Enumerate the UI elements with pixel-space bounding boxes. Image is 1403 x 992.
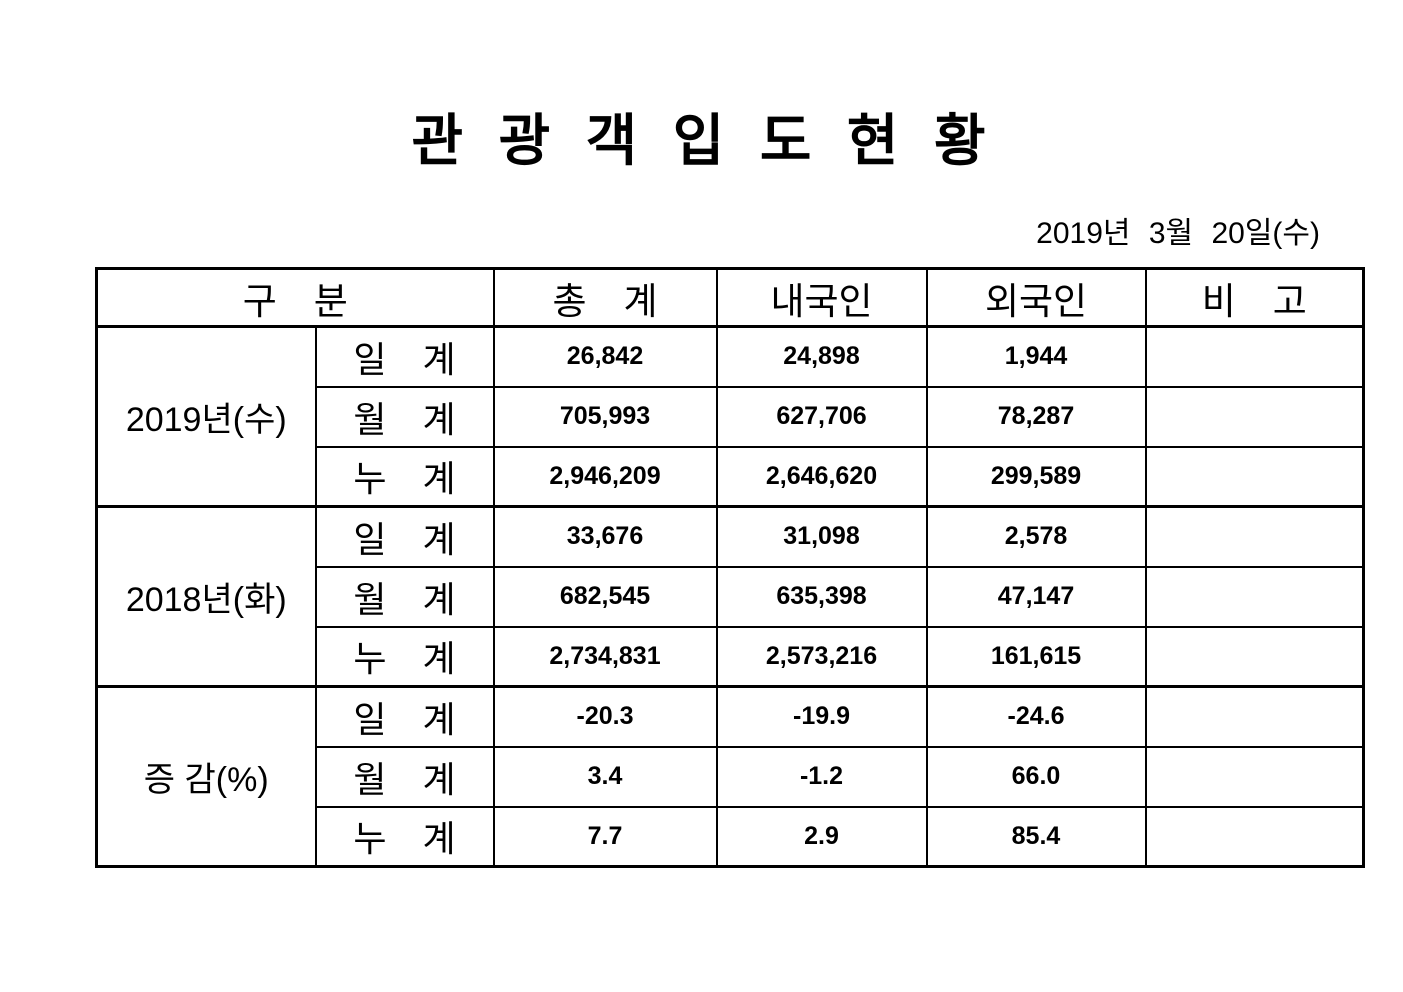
value-domestic: 31,098 <box>715 505 928 568</box>
value-note <box>1144 625 1365 688</box>
value-domestic: -1.2 <box>715 745 928 808</box>
value-note <box>1144 745 1365 808</box>
value-domestic: 627,706 <box>715 385 928 448</box>
value-total: 705,993 <box>492 385 718 448</box>
value-total: 2,946,209 <box>492 445 718 508</box>
table-header-row: 구 분 총 계 내국인 외국인 비 고 <box>95 267 1365 328</box>
value-foreign: 66.0 <box>925 745 1147 808</box>
period-label: 월 계 <box>314 385 495 448</box>
value-domestic: 2,573,216 <box>715 625 928 688</box>
value-note <box>1144 685 1365 748</box>
value-domestic: 24,898 <box>715 325 928 388</box>
header-total: 총 계 <box>492 267 718 328</box>
period-label: 누 계 <box>314 805 495 868</box>
report-date: 2019년 3월 20일(수) <box>1036 217 1320 250</box>
period-label: 누 계 <box>314 625 495 688</box>
value-note <box>1144 445 1365 508</box>
value-domestic: -19.9 <box>715 685 928 748</box>
value-total: 682,545 <box>492 565 718 628</box>
header-note: 비 고 <box>1144 267 1365 328</box>
header-domestic: 내국인 <box>715 267 928 328</box>
value-note <box>1144 805 1365 868</box>
table-row: 월 계 3.4 -1.2 66.0 <box>97 745 1365 808</box>
header-gubun: 구 분 <box>95 267 495 328</box>
period-label: 누 계 <box>314 445 495 508</box>
period-label: 일 계 <box>314 685 495 748</box>
table-row: 누 계 2,734,831 2,573,216 161,615 <box>97 625 1365 688</box>
value-note <box>1144 505 1365 568</box>
table-row: 2019년(수) 일 계 26,842 24,898 1,944 <box>95 325 1365 508</box>
page-title: 관 광 객 입 도 현 황 <box>411 109 992 172</box>
value-total: 33,676 <box>492 505 718 568</box>
value-foreign: 1,944 <box>925 325 1147 388</box>
value-note <box>1144 385 1365 448</box>
table-row: 월 계 705,993 627,706 78,287 <box>97 385 1365 448</box>
table-row: 증 감(%) 일 계 -20.3 -19.9 -24.6 <box>95 685 1365 868</box>
value-domestic: 2.9 <box>715 805 928 868</box>
value-total: 3.4 <box>492 745 718 808</box>
period-label: 월 계 <box>314 565 495 628</box>
group-label-2019: 2019년(수) <box>95 325 317 508</box>
table-row: 누 계 2,946,209 2,646,620 299,589 <box>97 445 1365 508</box>
value-foreign: -24.6 <box>925 685 1147 748</box>
value-foreign: 78,287 <box>925 385 1147 448</box>
period-label: 일 계 <box>314 505 495 568</box>
value-total: -20.3 <box>492 685 718 748</box>
value-total: 26,842 <box>492 325 718 388</box>
table-row: 2018년(화) 일 계 33,676 31,098 2,578 <box>95 505 1365 688</box>
tourist-arrivals-table: 구 분 총 계 내국인 외국인 비 고 2019년(수) 일 계 26,842 … <box>95 267 1365 868</box>
value-foreign: 161,615 <box>925 625 1147 688</box>
value-note <box>1144 325 1365 388</box>
header-foreign: 외국인 <box>925 267 1147 328</box>
value-total: 2,734,831 <box>492 625 718 688</box>
period-label: 일 계 <box>314 325 495 388</box>
value-total: 7.7 <box>492 805 718 868</box>
group-label-2018: 2018년(화) <box>95 505 317 688</box>
group-label-change: 증 감(%) <box>95 685 317 868</box>
value-domestic: 635,398 <box>715 565 928 628</box>
value-foreign: 299,589 <box>925 445 1147 508</box>
table-row: 누 계 7.7 2.9 85.4 <box>97 805 1365 868</box>
value-foreign: 85.4 <box>925 805 1147 868</box>
value-foreign: 47,147 <box>925 565 1147 628</box>
value-note <box>1144 565 1365 628</box>
period-label: 월 계 <box>314 745 495 808</box>
table-row: 월 계 682,545 635,398 47,147 <box>97 565 1365 628</box>
value-foreign: 2,578 <box>925 505 1147 568</box>
value-domestic: 2,646,620 <box>715 445 928 508</box>
